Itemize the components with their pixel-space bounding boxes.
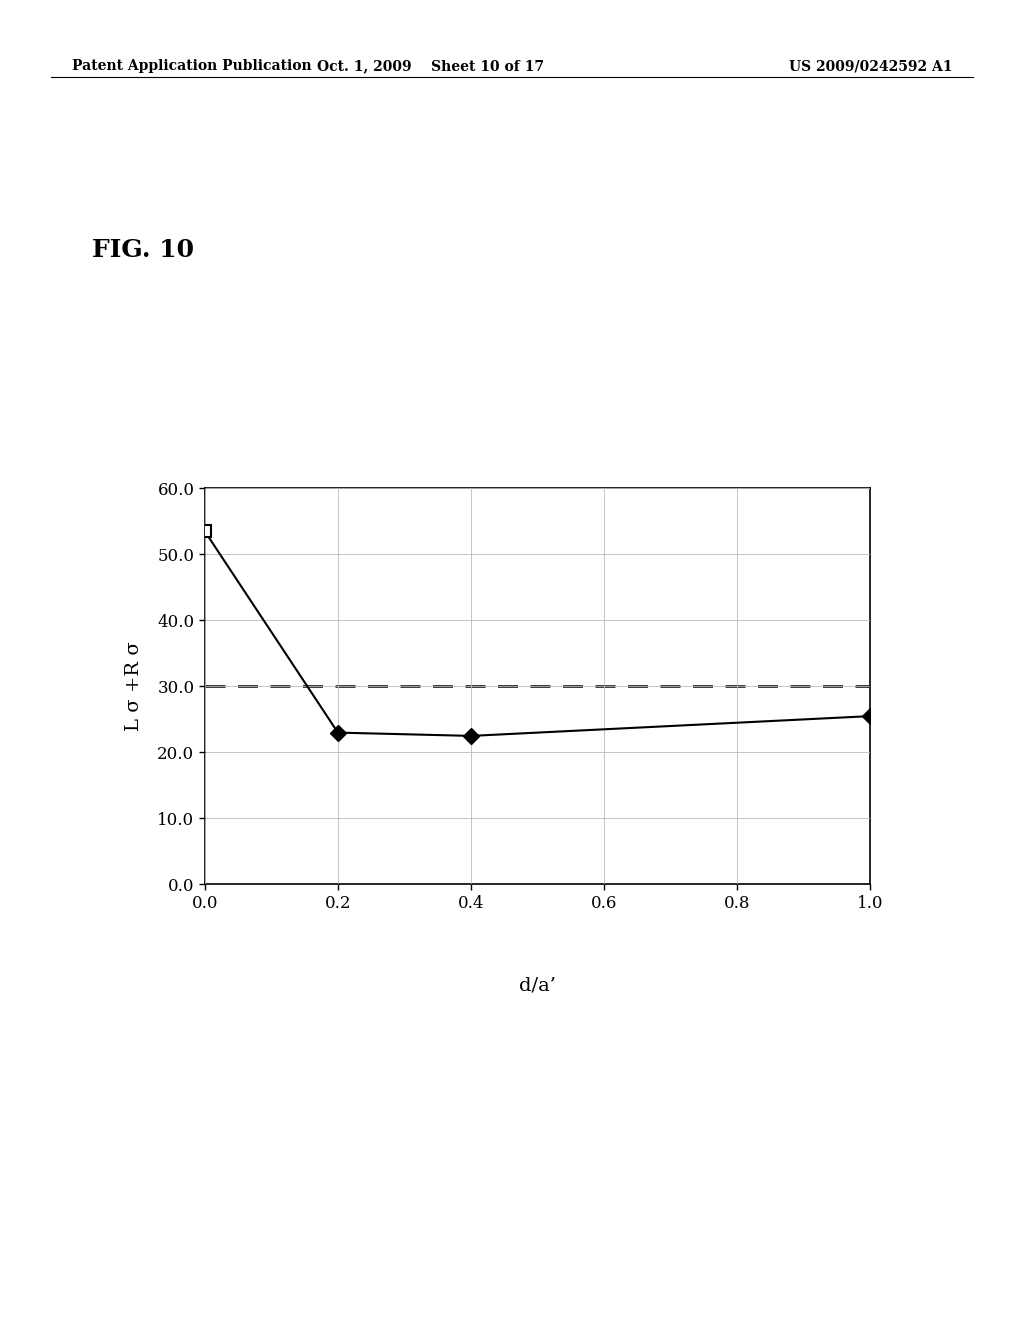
Text: Patent Application Publication: Patent Application Publication xyxy=(72,59,311,74)
Y-axis label: L σ +R σ: L σ +R σ xyxy=(125,642,143,731)
Text: d/a’: d/a’ xyxy=(519,977,556,995)
Text: US 2009/0242592 A1: US 2009/0242592 A1 xyxy=(788,59,952,74)
Text: Oct. 1, 2009    Sheet 10 of 17: Oct. 1, 2009 Sheet 10 of 17 xyxy=(316,59,544,74)
Text: FIG. 10: FIG. 10 xyxy=(92,238,195,261)
